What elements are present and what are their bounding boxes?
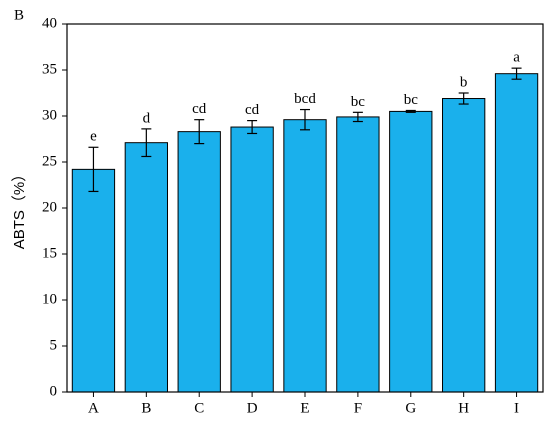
plot-frame [66,23,544,393]
y-tick-label: 40 [42,15,57,31]
x-tick-label: A [88,400,99,416]
y-tick-label: 0 [50,383,58,399]
error-bar [352,111,363,123]
error-bar [405,109,416,113]
x-tick-label: D [247,400,258,416]
x-tick-label: G [405,400,416,416]
x-tick-label: C [194,400,204,416]
bar [230,126,274,393]
error-bar [300,108,310,131]
y-tick-label: 15 [42,245,57,261]
error-bar [141,128,152,158]
bar [71,168,116,393]
x-tick-label: B [141,400,151,416]
x-tick-label: I [514,400,519,416]
bar [336,116,380,393]
y-axis-label: ABTS（%） [11,167,28,250]
bar [177,131,221,393]
x-tick-label: F [354,400,362,416]
y-tick-label: 10 [42,291,57,307]
significance-label: bcd [294,91,316,107]
x-tick-label: H [458,400,469,416]
significance-label: cd [245,102,260,118]
significance-label: bc [404,92,419,108]
bar [442,98,486,393]
y-tick-label: 30 [42,107,57,123]
panel-label: B [14,7,24,23]
bar [283,119,327,393]
bar [389,110,433,393]
error-bar [194,119,205,145]
significance-label: d [143,110,151,126]
significance-label: a [513,50,520,66]
y-tick-label: 35 [42,61,57,77]
error-bar [247,119,258,135]
y-tick-label: 25 [42,153,57,169]
significance-label: e [90,129,97,145]
error-bar [458,92,469,105]
significance-label: b [460,74,468,90]
significance-label: cd [192,101,207,117]
y-tick-label: 20 [42,199,57,215]
significance-label: bc [351,94,366,110]
bar [124,142,168,393]
x-tick-label: E [300,400,309,416]
error-bar [88,146,99,193]
y-tick-label: 5 [50,337,58,353]
bar [494,73,539,393]
error-bar [511,67,522,80]
